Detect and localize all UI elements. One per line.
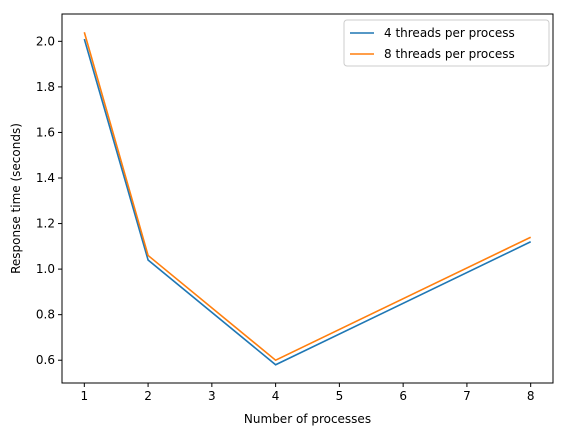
x-tick-label: 4 bbox=[272, 389, 280, 403]
axes-frame bbox=[61, 13, 554, 384]
y-tick-label: 1.8 bbox=[36, 80, 55, 94]
series-line-2 bbox=[83, 32, 532, 362]
y-tick-label: 1.0 bbox=[36, 262, 55, 276]
x-tick-label: 2 bbox=[144, 389, 152, 403]
x-tick-label: 5 bbox=[336, 389, 344, 403]
y-axis-label: Response time (seconds) bbox=[9, 123, 23, 274]
x-tick-label: 3 bbox=[208, 389, 216, 403]
series-line-1 bbox=[83, 38, 532, 366]
y-tick-label: 1.4 bbox=[36, 171, 55, 185]
y-tick-label: 1.6 bbox=[36, 125, 55, 139]
series-lines bbox=[83, 32, 532, 366]
y-tick-label: 2.0 bbox=[36, 34, 55, 48]
x-axis-ticks: 1 2 3 4 5 6 7 8 bbox=[80, 383, 535, 403]
x-tick-label: 6 bbox=[399, 389, 407, 403]
legend-label: 8 threads per process bbox=[384, 47, 515, 61]
x-axis-label: Number of processes bbox=[244, 412, 371, 426]
x-tick-label: 7 bbox=[463, 389, 471, 403]
y-tick-label: 0.8 bbox=[36, 308, 55, 322]
y-axis-ticks: 0.6 0.8 1.0 1.2 1.4 1.6 1.8 2.0 bbox=[36, 34, 62, 367]
legend-label: 4 threads per process bbox=[384, 26, 515, 40]
plot-area bbox=[61, 13, 554, 384]
y-tick-label: 1.2 bbox=[36, 217, 55, 231]
y-tick-label: 0.6 bbox=[36, 353, 55, 367]
legend: 4 threads per process 8 threads per proce… bbox=[343, 19, 550, 67]
x-tick-label: 8 bbox=[527, 389, 535, 403]
legend-box bbox=[343, 19, 550, 67]
x-tick-label: 1 bbox=[80, 389, 88, 403]
